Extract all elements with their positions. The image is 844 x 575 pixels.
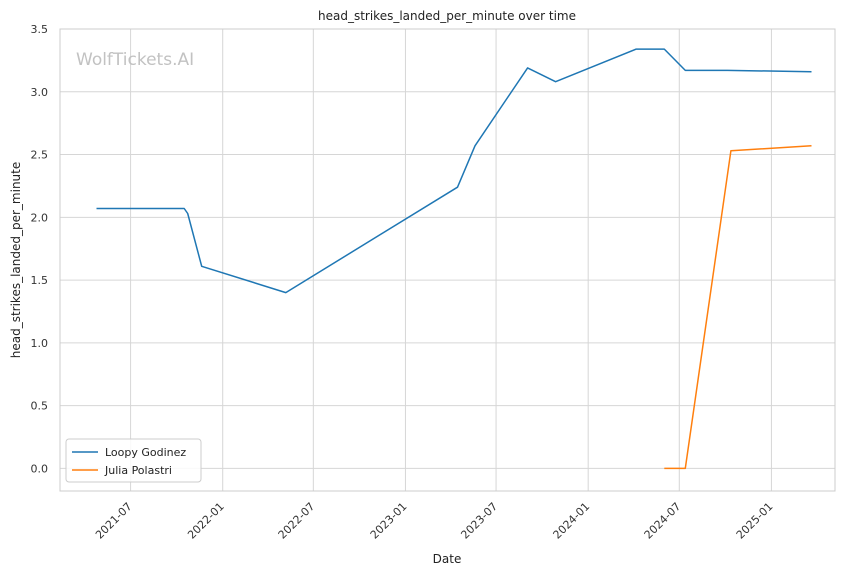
y-tick-label: 1.0 [31,337,49,350]
y-tick-labels: 0.0 0.5 1.0 1.5 2.0 2.5 3.0 3.5 [31,23,49,475]
series-layer [96,48,812,470]
y-axis-label: head_strikes_landed_per_minute [9,162,23,359]
legend-box [65,438,202,483]
series-line-julia-polastri [664,145,812,470]
y-tick-label: 2.0 [31,211,49,224]
y-tick-label: 0.0 [31,462,49,475]
series-line-loopy-godinez [96,48,812,294]
x-axis-label: Date [433,552,462,566]
y-tick-label: 2.5 [31,149,49,162]
plot-frame [59,28,836,492]
grid [60,28,835,491]
legend-label-julia-polastri: Julia Polastri [104,464,172,477]
y-tick-label: 3.5 [31,23,49,36]
watermark: WolfTickets.AI [76,50,194,70]
y-tick-label: 0.5 [31,400,49,413]
legend: Loopy Godinez Julia Polastri [65,438,202,483]
legend-label-loopy-godinez: Loopy Godinez [105,446,186,459]
chart-title: head_strikes_landed_per_minute over time [318,9,576,23]
y-tick-label: 1.5 [31,274,49,287]
y-tick-label: 3.0 [31,86,49,99]
